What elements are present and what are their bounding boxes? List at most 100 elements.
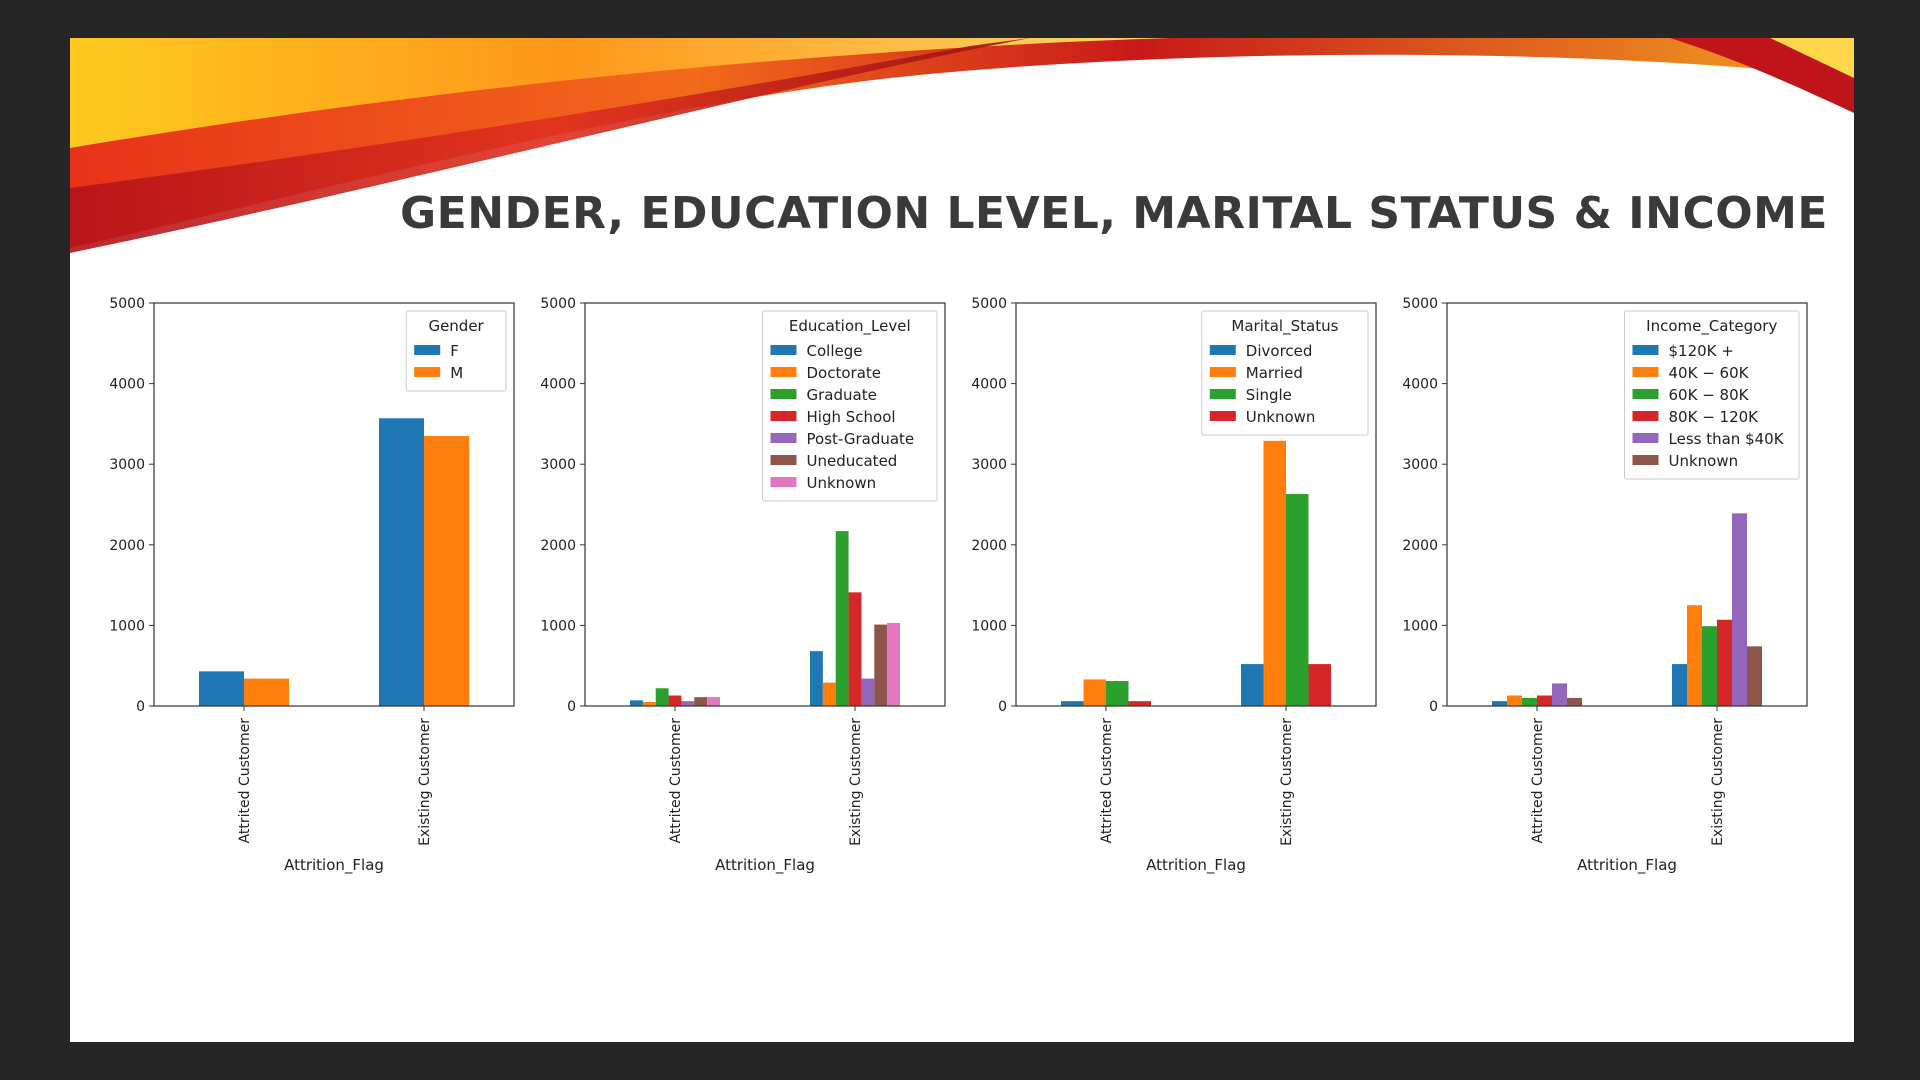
bar-60k-80k-1	[1522, 697, 1537, 706]
legend-label: 60K − 80K	[1669, 386, 1750, 404]
bar-m-2	[424, 435, 469, 706]
legend: Marital_Status Divorced Married Single Unkno…	[1201, 310, 1369, 436]
bar-less-than-40k-1	[1552, 683, 1567, 706]
bar-graduate-2	[835, 531, 849, 706]
legend-label: Doctorate	[807, 364, 882, 382]
y-tick-label: 4000	[1402, 377, 1438, 393]
legend-swatch	[1632, 411, 1659, 421]
legend-swatch	[1632, 345, 1659, 355]
charts-svg: 0 1000 2000 3000 4000 5000 Attrited Customer Ex…	[109, 296, 1808, 875]
y-tick-label: 2000	[971, 538, 1007, 554]
legend-label: 40K − 60K	[1669, 364, 1750, 382]
bar-divorced-1	[1061, 701, 1084, 706]
bar-uneducated-2	[874, 624, 888, 706]
y-tick-label: 1000	[109, 618, 145, 634]
y-tick-label: 2000	[1402, 538, 1438, 554]
x-tick-label: Attrited Customer	[1530, 718, 1546, 844]
legend-label: Unknown	[1246, 408, 1316, 426]
legend-swatch	[770, 477, 797, 487]
charts-container: 0 1000 2000 3000 4000 5000 Attrited Customer Ex…	[70, 38, 1854, 1042]
y-tick-label: 5000	[540, 296, 576, 312]
bar-divorced-2	[1241, 664, 1264, 706]
legend-label: Married	[1246, 364, 1303, 382]
x-tick-label: Existing Customer	[1279, 718, 1295, 846]
legend-label: M	[450, 364, 463, 382]
y-tick-label: 1000	[540, 618, 576, 634]
y-tick-label: 4000	[971, 377, 1007, 393]
x-tick-label: Existing Customer	[417, 718, 433, 846]
plot-frame	[1446, 302, 1808, 707]
legend-swatch	[770, 389, 797, 399]
bar-college-1	[630, 700, 643, 706]
bar-less-than-40k-2	[1732, 513, 1747, 706]
bar-doctorate-1	[642, 701, 656, 706]
chart-1: 0 1000 2000 3000 4000 5000 Attrited Customer Ex…	[109, 296, 515, 875]
legend-label: Post-Graduate	[807, 430, 915, 448]
legend: Income_Category $120K + 40K − 60K 60K − 80K…	[1624, 310, 1800, 480]
x-tick-label: Attrited Customer	[237, 718, 253, 844]
legend: Gender FM	[405, 310, 507, 392]
bar-40k-60k-1	[1507, 695, 1522, 706]
y-tick-label: 0	[567, 699, 576, 715]
plot-frame	[1015, 302, 1377, 707]
legend-swatch	[770, 455, 797, 465]
legend-swatch	[1209, 389, 1236, 399]
legend-swatch	[770, 411, 797, 421]
bar-married-1	[1083, 679, 1106, 706]
plot-frame	[153, 302, 515, 707]
y-tick-label: 2000	[109, 538, 145, 554]
bar-college-2	[810, 651, 823, 706]
x-tick-label: Existing Customer	[1710, 718, 1726, 846]
legend-title: Gender	[428, 317, 484, 335]
legend-title: Marital_Status	[1231, 317, 1338, 336]
legend-swatch	[1632, 367, 1659, 377]
legend-swatch	[1209, 345, 1236, 355]
y-tick-label: 4000	[540, 377, 576, 393]
x-axis-label: Attrition_Flag	[284, 856, 384, 875]
legend-box	[1624, 310, 1800, 480]
x-axis-label: Attrition_Flag	[1146, 856, 1246, 875]
legend-title: Education_Level	[789, 317, 911, 336]
decorative-ribbon-banner	[70, 38, 1854, 253]
y-tick-label: 3000	[1402, 457, 1438, 473]
legend-label: F	[450, 342, 459, 360]
y-tick-label: 1000	[1402, 618, 1438, 634]
legend-label: Unknown	[807, 474, 877, 492]
x-tick-label: Attrited Customer	[1099, 718, 1115, 844]
x-tick-label: Existing Customer	[848, 718, 864, 846]
bar-unknown-2	[1747, 646, 1762, 706]
y-tick-label: 3000	[109, 457, 145, 473]
bar--120k--2	[1672, 664, 1687, 706]
legend-label: Single	[1246, 386, 1292, 404]
legend-title: Income_Category	[1646, 317, 1777, 336]
legend-label: Unknown	[1669, 452, 1739, 470]
bar-unknown-2	[1308, 664, 1331, 706]
bar-doctorate-2	[822, 682, 836, 706]
bar-high-school-1	[668, 695, 682, 706]
legend-swatch	[770, 367, 797, 377]
plot-frame	[584, 302, 946, 707]
bar-80k-120k-1	[1537, 695, 1552, 706]
legend-label: High School	[807, 408, 896, 426]
y-tick-label: 5000	[1402, 296, 1438, 312]
bar-unknown-1	[707, 697, 720, 706]
legend-label: Uneducated	[807, 452, 898, 470]
bar-m-1	[244, 678, 289, 706]
bar-unknown-1	[1567, 697, 1582, 706]
x-axis-label: Attrition_Flag	[1577, 856, 1677, 875]
y-tick-label: 1000	[971, 618, 1007, 634]
bar-post-graduate-1	[681, 701, 695, 706]
bar-single-1	[1106, 681, 1129, 706]
legend-box	[1201, 310, 1369, 436]
bar-40k-60k-2	[1687, 605, 1702, 706]
legend-label: College	[807, 342, 863, 360]
bar--120k--1	[1492, 701, 1507, 706]
legend-label: $120K +	[1669, 342, 1734, 360]
bar-unknown-2	[887, 622, 900, 706]
legend-box	[762, 310, 938, 502]
x-tick-label: Attrited Customer	[668, 718, 684, 844]
chart-3: 0 1000 2000 3000 4000 5000 Attrited Customer Ex…	[971, 296, 1377, 875]
legend-label: Graduate	[807, 386, 877, 404]
legend-swatch	[414, 345, 441, 355]
bar-80k-120k-2	[1717, 619, 1732, 706]
